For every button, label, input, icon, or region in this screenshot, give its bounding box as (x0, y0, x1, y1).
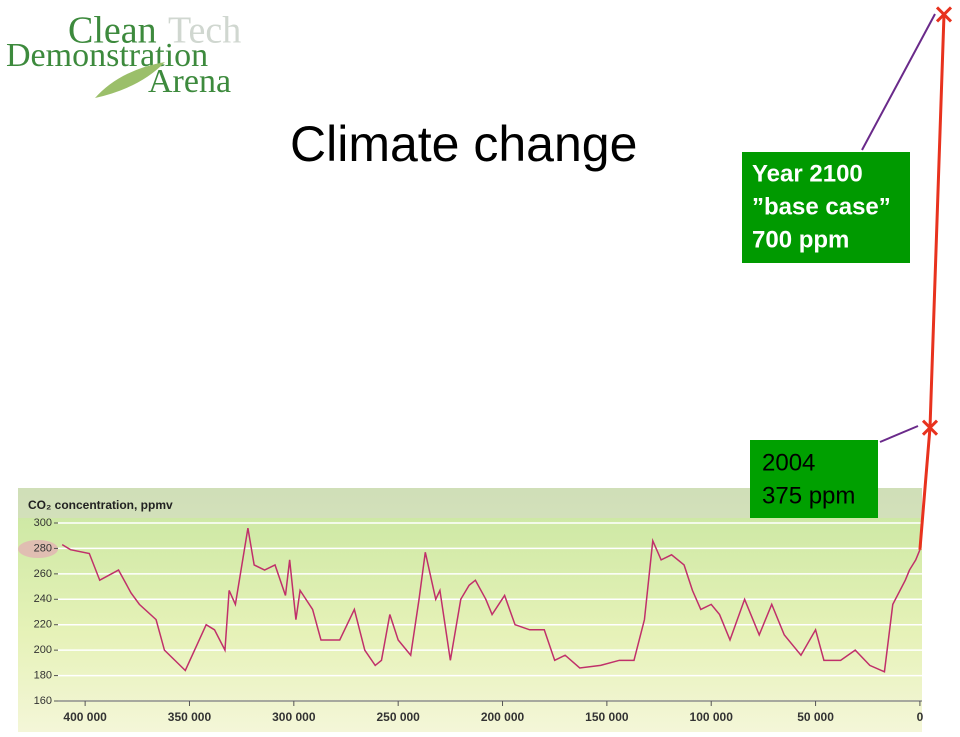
logo-text: Tech (168, 10, 241, 52)
y-tick-label: 280 (34, 542, 52, 554)
annotation-text: 2004 (762, 449, 815, 476)
x-tick-label: 50 000 (797, 710, 834, 724)
logo-text: Demonstration (6, 37, 208, 74)
highlight (18, 540, 58, 558)
logo-leaf (95, 62, 165, 98)
y-tick-label: 220 (34, 619, 52, 631)
annotation-text: Year 2100 (752, 160, 863, 187)
x-tick-label: 100 000 (690, 710, 734, 724)
x-tick-label: 250 000 (376, 710, 420, 724)
x-tick-label: 150 000 (585, 710, 629, 724)
y-tick-label: 200 (34, 644, 52, 656)
y-axis-label: CO₂ concentration, ppmv (28, 498, 173, 512)
logo: Clean Tech Demonstration Arena (6, 10, 241, 100)
y-tick-label: 300 (34, 517, 52, 529)
x-tick-label: 400 000 (63, 710, 107, 724)
marker (935, 6, 953, 23)
annotation-text: ”base case” (752, 193, 891, 220)
arrow (879, 425, 919, 443)
chart-background (18, 488, 922, 732)
annotation-text: 375 ppm (762, 482, 855, 509)
x-tick-label: 300 000 (272, 710, 316, 724)
y-tick-label: 160 (34, 695, 52, 707)
projection-line (918, 14, 946, 550)
slide-title: Climate change (290, 116, 637, 172)
logo-text: Clean (68, 10, 157, 52)
annotation-box (750, 440, 878, 518)
y-tick-label: 260 (34, 568, 52, 580)
marker (921, 419, 939, 436)
arrow (861, 13, 936, 151)
y-tick-label: 180 (34, 669, 52, 681)
marker-stroke (921, 419, 939, 436)
y-tick-label: 240 (34, 593, 52, 605)
logo-text: Arena (148, 63, 231, 100)
data-line (61, 527, 921, 673)
x-tick-label: 0 (917, 710, 924, 724)
annotation-text: 700 ppm (752, 226, 849, 253)
x-tick-label: 200 000 (481, 710, 525, 724)
x-tick-label: 350 000 (168, 710, 212, 724)
annotation-box (742, 152, 910, 263)
marker-stroke (935, 6, 953, 23)
